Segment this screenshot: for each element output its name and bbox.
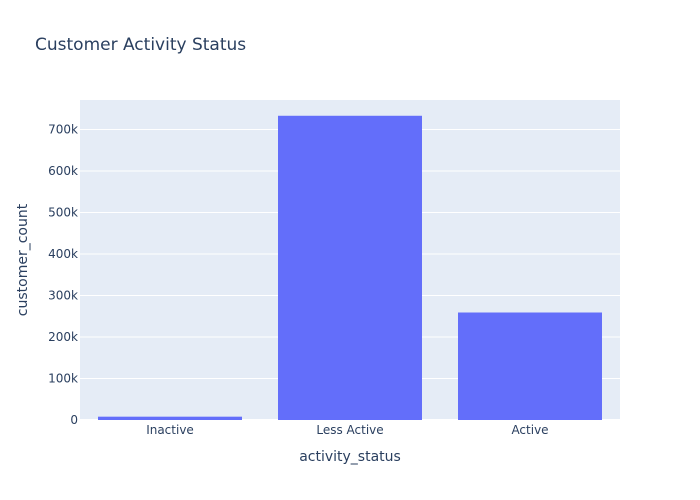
chart-title: Customer Activity Status	[35, 35, 246, 55]
y-tick-label: 700k	[48, 122, 78, 136]
y-tick-label: 0	[70, 413, 78, 427]
bar-inactive[interactable]	[98, 416, 242, 420]
x-axis-ticks: Inactive Less Active Active	[146, 423, 548, 437]
y-axis-title: customer_count	[15, 203, 31, 316]
x-tick-label: Inactive	[146, 423, 194, 437]
bars	[98, 115, 602, 420]
y-tick-label: 300k	[48, 288, 78, 302]
y-tick-label: 400k	[48, 247, 78, 261]
y-axis-ticks: 0 100k 200k 300k 400k 500k 600k 700k	[48, 122, 78, 427]
y-tick-label: 600k	[48, 164, 78, 178]
bar-active[interactable]	[458, 312, 602, 420]
y-tick-label: 200k	[48, 330, 78, 344]
x-tick-label: Active	[511, 423, 548, 437]
bar-less-active[interactable]	[278, 115, 422, 420]
y-tick-label: 500k	[48, 205, 78, 219]
x-axis-title: activity_status	[299, 449, 401, 465]
x-tick-label: Less Active	[316, 423, 383, 437]
y-tick-label: 100k	[48, 371, 78, 385]
